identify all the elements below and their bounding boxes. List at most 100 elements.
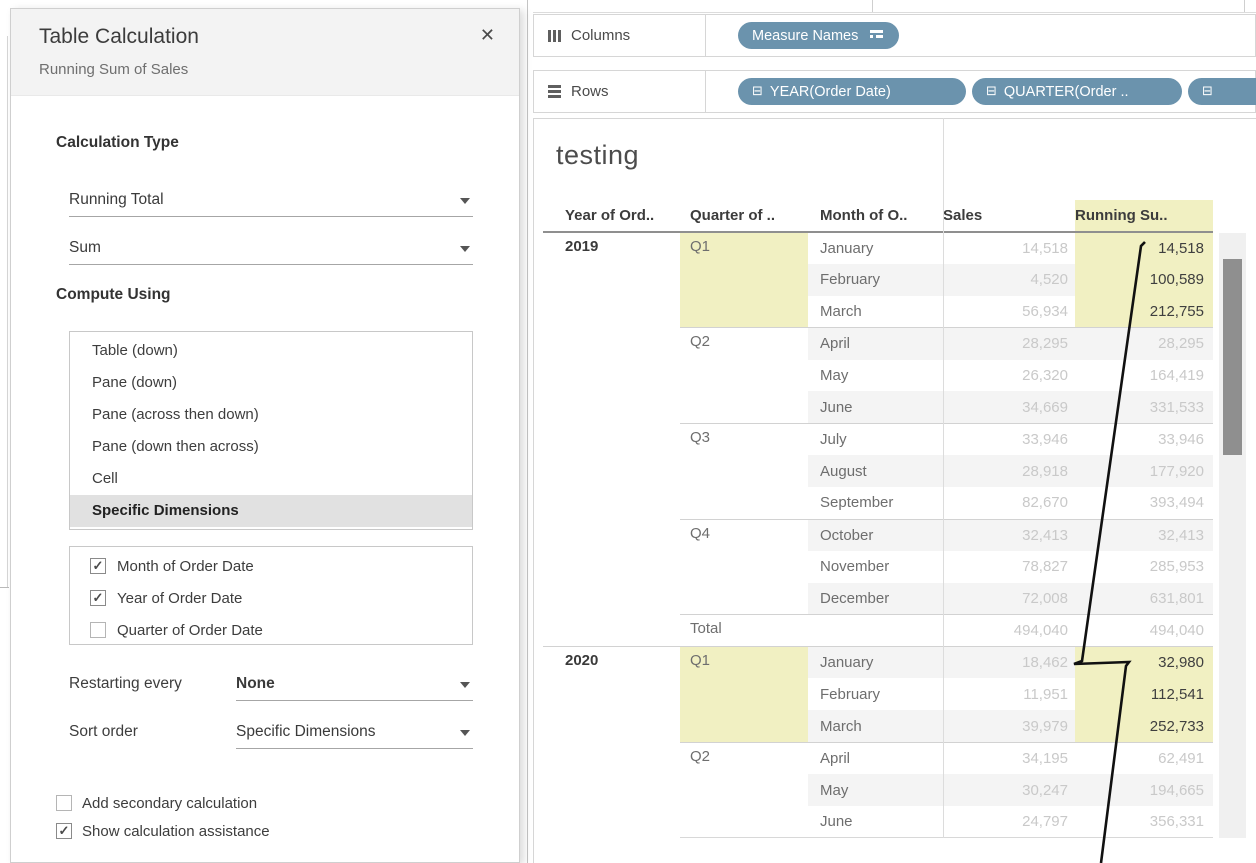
sales-cell[interactable]: 24,797	[943, 806, 1075, 839]
collapse-icon[interactable]: ⊟	[1202, 84, 1213, 99]
footer-option[interactable]: Add secondary calculation	[56, 793, 257, 813]
compute-option[interactable]: Cell	[92, 470, 118, 487]
running-sum-cell[interactable]: 494,040	[1075, 614, 1213, 647]
running-sum-cell[interactable]: 14,518	[1075, 232, 1213, 264]
field-pill[interactable]: Measure Names	[738, 22, 900, 49]
field-pill[interactable]: ⊟ QUARTER(Order ..	[972, 78, 1182, 105]
sales-cell[interactable]: 72,008	[943, 582, 1075, 615]
running-sum-cell[interactable]: 62,491	[1075, 741, 1213, 775]
compute-option[interactable]: Pane (down)	[92, 374, 178, 391]
month-cell[interactable]: December	[808, 582, 943, 615]
quarter-cell[interactable]: Total	[680, 614, 808, 647]
year-cell[interactable]: 2019	[565, 238, 599, 255]
col-header-running-sum[interactable]: Running Su..	[1075, 200, 1213, 233]
running-sum-cell[interactable]: 194,665	[1075, 774, 1213, 807]
sales-cell[interactable]: 78,827	[1022, 558, 1068, 576]
running-sum-cell[interactable]: 164,419	[1149, 367, 1204, 384]
vertical-scrollbar-thumb[interactable]	[1223, 259, 1242, 455]
unchecked-checkbox-icon[interactable]	[90, 622, 106, 638]
aggregation-dropdown[interactable]: Sum	[69, 235, 473, 265]
sales-cell[interactable]: 30,247	[943, 774, 1075, 807]
month-cell[interactable]: January	[820, 239, 874, 257]
quarter-cell[interactable]: Q2	[680, 327, 808, 424]
month-cell[interactable]: March	[808, 710, 943, 743]
sales-cell[interactable]: 56,934	[1022, 302, 1068, 320]
checked-checkbox-icon[interactable]: ✓	[56, 823, 72, 839]
field-pill[interactable]: ⊟ YEAR(Order Date)	[738, 78, 966, 105]
collapse-icon[interactable]: ⊟	[752, 84, 763, 99]
running-sum-cell[interactable]: 331,533	[1075, 391, 1213, 424]
month-cell[interactable]: July	[808, 422, 943, 456]
compute-option[interactable]: Specific Dimensions	[70, 495, 472, 527]
month-cell[interactable]: March	[820, 302, 862, 320]
sales-cell[interactable]: 18,462	[943, 646, 1075, 679]
sales-cell[interactable]: 39,979	[943, 710, 1075, 743]
running-sum-cell[interactable]: 393,494	[1149, 494, 1204, 512]
running-sum-cell[interactable]: 28,295	[1075, 327, 1213, 360]
col-header-month[interactable]: Month of O..	[808, 200, 943, 233]
running-sum-cell[interactable]: 631,801	[1075, 582, 1213, 615]
checkbox-row[interactable]: ✓ Year of Order Date	[70, 582, 472, 614]
sales-cell[interactable]: 34,195	[943, 741, 1075, 775]
sort-order-dropdown[interactable]: Specific Dimensions	[236, 719, 473, 749]
month-cell[interactable]: June	[808, 391, 943, 424]
month-cell[interactable]: February	[820, 685, 881, 703]
sales-cell[interactable]: 14,518	[1022, 239, 1068, 257]
sales-cell[interactable]: 28,295	[943, 327, 1075, 360]
checkbox-row[interactable]: ✓ Month of Order Date	[70, 550, 472, 582]
close-icon[interactable]: ✕	[479, 25, 495, 45]
running-sum-cell[interactable]: 356,331	[1075, 806, 1213, 839]
running-sum-cell[interactable]: 100,589	[1075, 263, 1213, 296]
sales-cell[interactable]: 28,918	[943, 455, 1075, 488]
month-cell[interactable]: February	[808, 263, 943, 296]
running-sum-cell[interactable]: 112,541	[1075, 678, 1213, 711]
checkbox-row[interactable]: Quarter of Order Date	[70, 614, 472, 646]
sales-cell[interactable]: 494,040	[943, 614, 1075, 647]
sales-cell[interactable]: 4,520	[943, 263, 1075, 296]
restarting-every-dropdown[interactable]: None	[236, 671, 473, 701]
running-sum-cell[interactable]: 32,980	[1075, 646, 1213, 679]
running-sum-cell[interactable]: 212,755	[1075, 295, 1213, 328]
col-header-sales[interactable]: Sales	[943, 200, 1075, 233]
sales-cell[interactable]: 26,320	[1022, 367, 1068, 384]
month-cell[interactable]: May	[820, 367, 849, 384]
running-sum-cell[interactable]: 33,946	[1075, 422, 1213, 456]
month-cell[interactable]: June	[808, 806, 943, 839]
quarter-cell[interactable]: Q2	[680, 741, 808, 839]
quarter-cell[interactable]: Q1	[680, 232, 808, 328]
month-cell[interactable]: January	[808, 646, 943, 679]
month-cell[interactable]: May	[808, 774, 943, 807]
field-pill[interactable]: ⊟	[1188, 78, 1256, 105]
calculation-type-dropdown[interactable]: Running Total	[69, 187, 473, 217]
compute-option[interactable]: Pane (down then across)	[92, 438, 259, 455]
month-cell[interactable]	[808, 614, 943, 647]
sales-cell[interactable]: 34,669	[943, 391, 1075, 424]
footer-option[interactable]: ✓ Show calculation assistance	[56, 821, 270, 841]
quarter-cell[interactable]: Q3	[680, 422, 808, 520]
running-sum-cell[interactable]: 32,413	[1075, 518, 1213, 551]
compute-option[interactable]: Pane (across then down)	[92, 406, 259, 423]
sales-cell[interactable]: 32,413	[943, 518, 1075, 551]
running-sum-cell[interactable]: 285,953	[1149, 558, 1204, 576]
month-cell[interactable]: April	[808, 327, 943, 360]
month-cell[interactable]: November	[820, 558, 890, 576]
checked-checkbox-icon[interactable]: ✓	[90, 590, 106, 606]
running-sum-cell[interactable]: 252,733	[1075, 710, 1213, 743]
month-cell[interactable]: August	[808, 455, 943, 488]
sales-cell[interactable]: 11,951	[1023, 685, 1068, 703]
month-cell[interactable]: September	[820, 494, 894, 512]
month-cell[interactable]: October	[808, 518, 943, 551]
quarter-cell[interactable]: Q4	[680, 518, 808, 615]
sort-icon[interactable]	[870, 30, 885, 41]
col-header-quarter[interactable]: Quarter of ..	[680, 200, 808, 233]
sales-cell[interactable]: 82,670	[1022, 494, 1068, 512]
running-sum-cell[interactable]: 177,920	[1075, 455, 1213, 488]
compute-option[interactable]: Table (down)	[92, 342, 178, 359]
year-cell[interactable]: 2020	[543, 646, 680, 838]
col-header-year[interactable]: Year of Ord..	[543, 200, 680, 233]
unchecked-checkbox-icon[interactable]	[56, 795, 72, 811]
sales-cell[interactable]: 33,946	[943, 422, 1075, 456]
collapse-icon[interactable]: ⊟	[986, 84, 997, 99]
quarter-cell[interactable]: Q1	[680, 646, 808, 743]
month-cell[interactable]: April	[808, 741, 943, 775]
